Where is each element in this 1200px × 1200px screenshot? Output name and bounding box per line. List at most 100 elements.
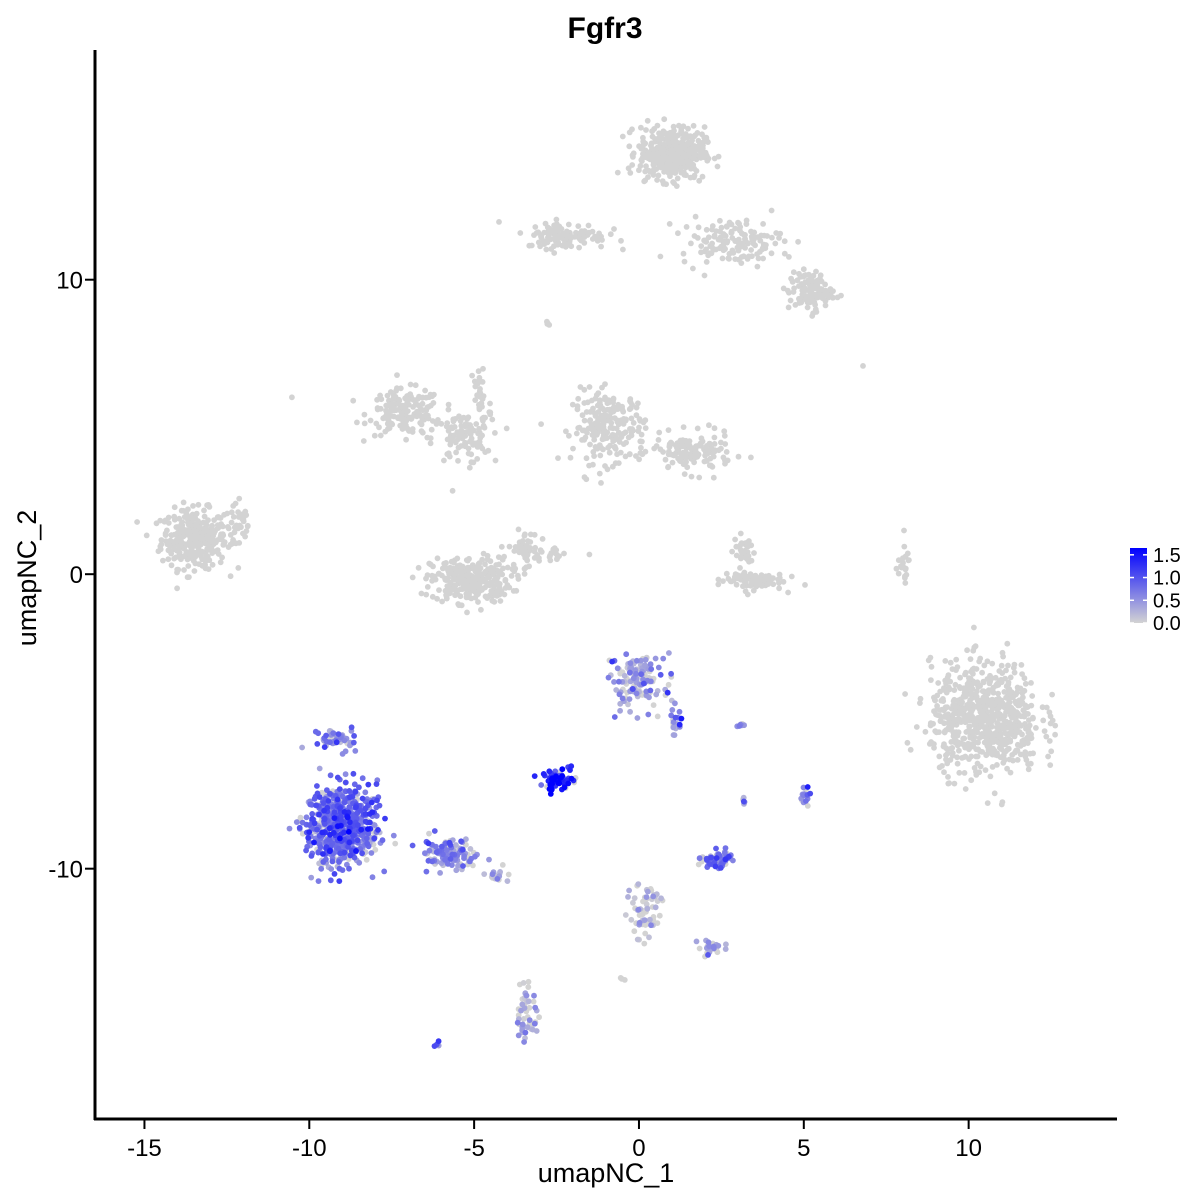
data-point — [901, 527, 907, 534]
data-point — [1019, 738, 1026, 745]
data-point — [627, 669, 633, 676]
data-point — [363, 856, 370, 863]
data-point — [679, 141, 686, 148]
data-point — [968, 691, 975, 698]
data-point — [342, 779, 349, 786]
data-point — [922, 728, 929, 735]
data-point — [951, 780, 958, 787]
data-point — [289, 394, 295, 401]
data-point — [724, 223, 730, 230]
data-point — [1043, 704, 1050, 711]
data-point — [803, 798, 809, 804]
data-point — [645, 711, 652, 718]
data-point — [656, 429, 663, 436]
data-point — [998, 801, 1005, 808]
data-point — [511, 548, 518, 554]
data-point — [633, 404, 640, 411]
data-point — [672, 714, 679, 721]
data-point — [423, 591, 430, 598]
data-point — [671, 151, 678, 158]
data-point — [591, 453, 597, 459]
data-point — [354, 837, 361, 844]
data-point — [1014, 741, 1021, 748]
data-point — [657, 671, 664, 678]
data-point — [970, 728, 977, 735]
data-point — [394, 385, 400, 392]
data-point — [965, 702, 972, 709]
data-point — [548, 246, 555, 252]
data-point — [388, 401, 395, 408]
data-point — [707, 455, 714, 462]
data-point — [988, 712, 995, 719]
data-point — [945, 774, 951, 780]
data-point — [650, 161, 657, 168]
data-point — [1052, 722, 1059, 729]
data-point — [947, 757, 954, 763]
data-point — [480, 571, 486, 577]
data-point — [636, 912, 643, 918]
data-point — [519, 538, 526, 544]
data-point — [371, 432, 378, 439]
data-point — [945, 672, 952, 679]
data-point — [610, 404, 617, 411]
data-point — [711, 441, 718, 447]
data-point — [567, 767, 573, 773]
data-point — [206, 529, 213, 536]
data-point — [489, 416, 496, 423]
data-point — [489, 589, 495, 596]
data-point — [482, 579, 489, 585]
data-point — [822, 298, 829, 304]
data-point — [1045, 753, 1051, 760]
data-point — [953, 656, 960, 663]
data-point — [177, 542, 184, 549]
data-point — [555, 455, 561, 461]
data-point — [460, 863, 466, 869]
data-point — [1047, 720, 1054, 727]
data-point — [504, 878, 511, 884]
data-point — [776, 580, 782, 586]
data-point — [737, 546, 744, 553]
data-point — [397, 415, 404, 421]
data-point — [463, 557, 470, 563]
data-point — [967, 656, 974, 662]
data-point — [935, 680, 942, 686]
data-point — [589, 397, 595, 404]
data-point — [616, 439, 623, 445]
data-point — [579, 412, 586, 419]
data-point — [316, 765, 323, 772]
data-point — [468, 459, 475, 466]
data-point — [696, 177, 703, 184]
data-point — [638, 444, 644, 451]
data-point — [722, 441, 729, 447]
data-point — [711, 945, 717, 952]
data-point — [538, 782, 545, 788]
data-point — [964, 681, 971, 687]
data-point — [477, 580, 483, 586]
data-point — [176, 554, 183, 560]
data-point — [607, 231, 614, 238]
data-point — [588, 422, 595, 428]
data-point — [611, 714, 618, 720]
data-point — [596, 470, 603, 477]
data-point — [619, 695, 626, 702]
data-point — [703, 226, 710, 233]
data-point — [1005, 745, 1012, 752]
x-ticks: -15 -10 -5 0 5 10 — [127, 1120, 982, 1162]
data-point — [695, 137, 702, 144]
data-point — [683, 459, 689, 465]
data-point — [735, 453, 742, 460]
data-point — [316, 794, 323, 800]
data-point — [690, 122, 697, 129]
data-point — [567, 233, 573, 240]
data-point — [625, 165, 632, 172]
data-point — [751, 550, 757, 556]
data-point — [984, 800, 991, 806]
data-point — [597, 414, 604, 421]
data-point — [737, 565, 743, 571]
data-point — [663, 130, 670, 137]
data-point — [327, 831, 333, 838]
data-point — [1027, 760, 1034, 767]
data-point — [760, 241, 767, 248]
data-point — [576, 230, 583, 237]
data-point — [434, 595, 440, 602]
